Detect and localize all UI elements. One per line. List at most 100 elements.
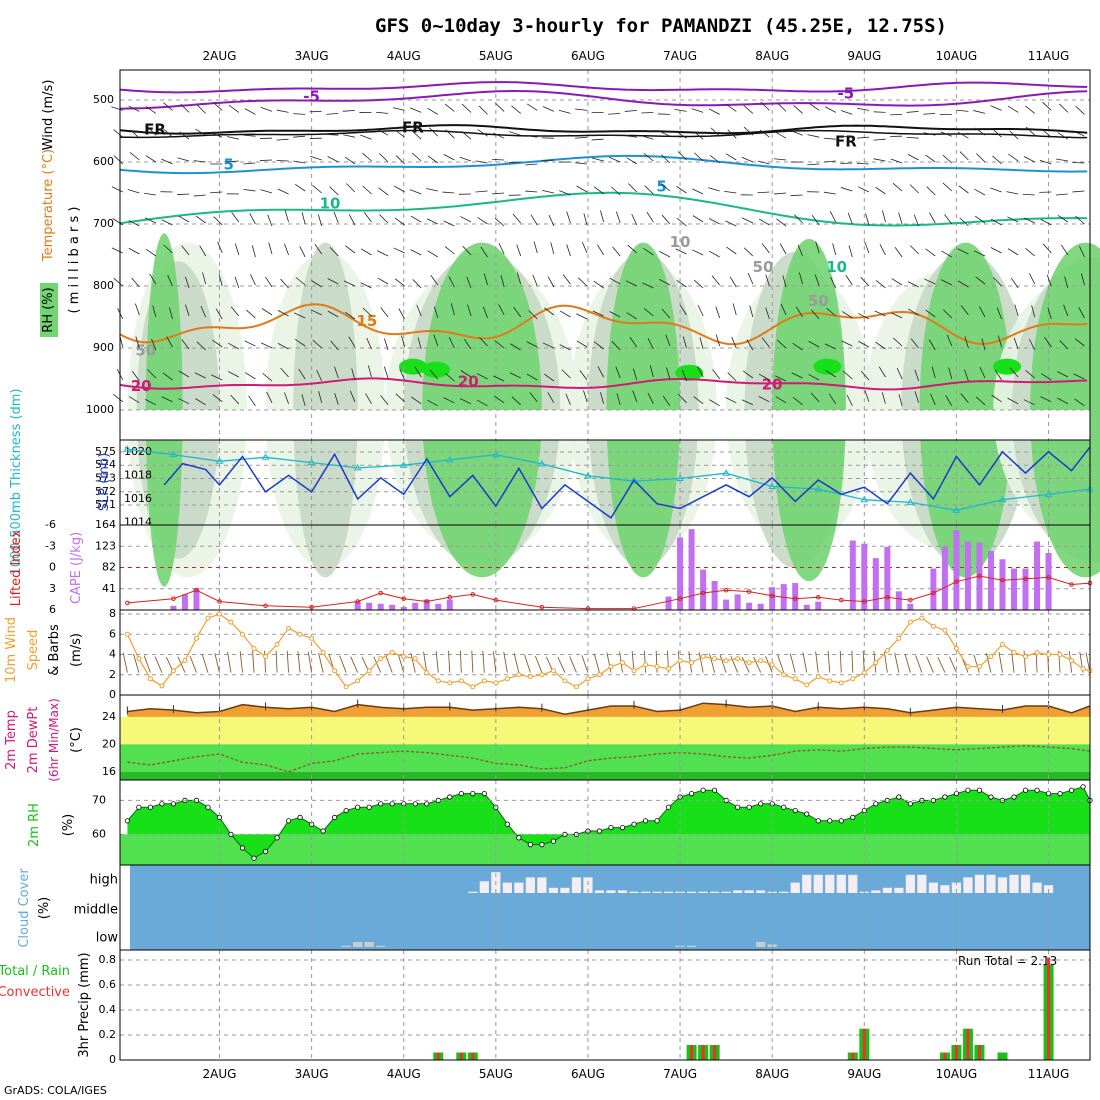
x-tick-label: 7AUG bbox=[663, 49, 697, 63]
rh-marker bbox=[170, 801, 177, 807]
rh-marker bbox=[424, 801, 430, 807]
wind-barb bbox=[809, 103, 820, 111]
wind-barb bbox=[280, 278, 289, 289]
wind-barb bbox=[550, 242, 555, 255]
wind-speed-marker bbox=[608, 664, 614, 670]
wind-speed-marker bbox=[550, 668, 556, 674]
thickness-marker bbox=[307, 458, 316, 466]
wind-barb bbox=[1007, 105, 1019, 113]
wind-speed-marker bbox=[435, 678, 441, 684]
wind-barb bbox=[742, 370, 754, 379]
thickness-marker bbox=[584, 471, 592, 479]
wind-barb bbox=[251, 245, 256, 258]
wind-barb bbox=[632, 368, 638, 381]
high-cloud-bar bbox=[848, 874, 858, 893]
wind-barb bbox=[401, 335, 406, 348]
wind-barb bbox=[234, 276, 240, 289]
wind-barb bbox=[318, 391, 323, 403]
wind-barb bbox=[467, 304, 472, 317]
wind-barb bbox=[791, 130, 803, 136]
wind-barb bbox=[344, 311, 356, 320]
wind-barb bbox=[890, 158, 903, 164]
wind-barb bbox=[926, 656, 934, 673]
wind-barb bbox=[427, 250, 439, 258]
wind-barb bbox=[385, 655, 393, 673]
cape-bar bbox=[746, 602, 753, 610]
pressure-tick: 1000 bbox=[86, 403, 114, 416]
high-cloud-bar bbox=[1020, 874, 1031, 893]
rh-marker bbox=[274, 835, 280, 841]
wind-barb bbox=[243, 188, 256, 192]
wind-barb bbox=[990, 105, 1002, 111]
wind-speed-marker bbox=[527, 674, 533, 680]
lifted-tick: 3 bbox=[49, 582, 56, 595]
slp-label: SLP (mb) bbox=[97, 453, 112, 512]
wind-barb bbox=[145, 106, 157, 114]
wind-barb bbox=[498, 243, 505, 255]
high-cloud-bar bbox=[974, 874, 985, 893]
rh-marker bbox=[896, 794, 902, 800]
wind-barb bbox=[747, 272, 754, 285]
rh-marker bbox=[988, 794, 994, 800]
wind-label: Wind (m/s) bbox=[41, 80, 56, 151]
wind-barb bbox=[949, 656, 957, 673]
rh-marker bbox=[642, 818, 649, 824]
cape-bar bbox=[815, 601, 822, 610]
rh-marker bbox=[1068, 787, 1075, 793]
rh-marker bbox=[297, 814, 303, 821]
wind-barb bbox=[412, 130, 422, 140]
contour-label: 50 bbox=[753, 258, 774, 276]
x-tick-label: 5AUG bbox=[479, 49, 513, 63]
low-cloud-bar bbox=[686, 945, 697, 947]
wind-barb bbox=[841, 340, 853, 347]
wind-barb bbox=[611, 186, 621, 196]
wind-barb bbox=[460, 216, 472, 223]
wind-barb bbox=[284, 243, 289, 256]
cape-bar bbox=[354, 601, 361, 610]
wind-barb bbox=[1009, 130, 1019, 140]
wind-barb bbox=[791, 372, 803, 379]
wind-barb bbox=[293, 135, 306, 138]
rh-marker bbox=[596, 828, 603, 834]
wind-barb bbox=[565, 393, 571, 405]
rh-marker bbox=[378, 801, 384, 807]
wind-barb bbox=[908, 308, 919, 316]
wind-barb bbox=[429, 369, 439, 380]
wind-barb bbox=[807, 163, 820, 166]
wind-barb bbox=[448, 337, 455, 349]
high-cloud-bar bbox=[617, 890, 628, 893]
wind-speed-marker bbox=[1080, 666, 1086, 672]
wind-barb bbox=[277, 342, 289, 350]
contour-label: 15 bbox=[356, 312, 377, 330]
wind-barb bbox=[526, 103, 538, 111]
wind-barb bbox=[860, 276, 870, 287]
wind-barb bbox=[976, 153, 986, 163]
wind-barb bbox=[628, 183, 638, 193]
rh-high-patch bbox=[421, 361, 450, 378]
wind-barb bbox=[896, 367, 903, 380]
wind-speed-marker bbox=[654, 664, 660, 670]
wind-barb bbox=[161, 219, 173, 226]
cape-bar bbox=[1011, 568, 1018, 610]
cape-bar bbox=[665, 596, 672, 610]
wind-barb bbox=[775, 375, 787, 382]
wind-barb bbox=[260, 342, 273, 349]
wind-barb bbox=[448, 276, 455, 288]
lifted-index-marker bbox=[931, 590, 936, 596]
cape-label: CAPE (J/kg) bbox=[69, 532, 84, 604]
rh-marker bbox=[205, 804, 211, 810]
wind-speed-marker bbox=[447, 680, 453, 686]
wind-barb bbox=[348, 336, 356, 348]
wind-speed-marker bbox=[136, 656, 142, 662]
rh-high-patch bbox=[993, 358, 1022, 375]
cape-bar bbox=[895, 591, 902, 610]
wind-barb bbox=[973, 250, 986, 257]
wind-barb bbox=[864, 390, 870, 402]
cape-bar bbox=[193, 588, 200, 610]
wind-speed-marker bbox=[896, 635, 902, 641]
wind-barb bbox=[344, 156, 356, 165]
wind-barb bbox=[131, 371, 140, 382]
wind-barb bbox=[677, 218, 687, 227]
wind-barb bbox=[312, 184, 322, 194]
cape-bar bbox=[435, 603, 442, 610]
